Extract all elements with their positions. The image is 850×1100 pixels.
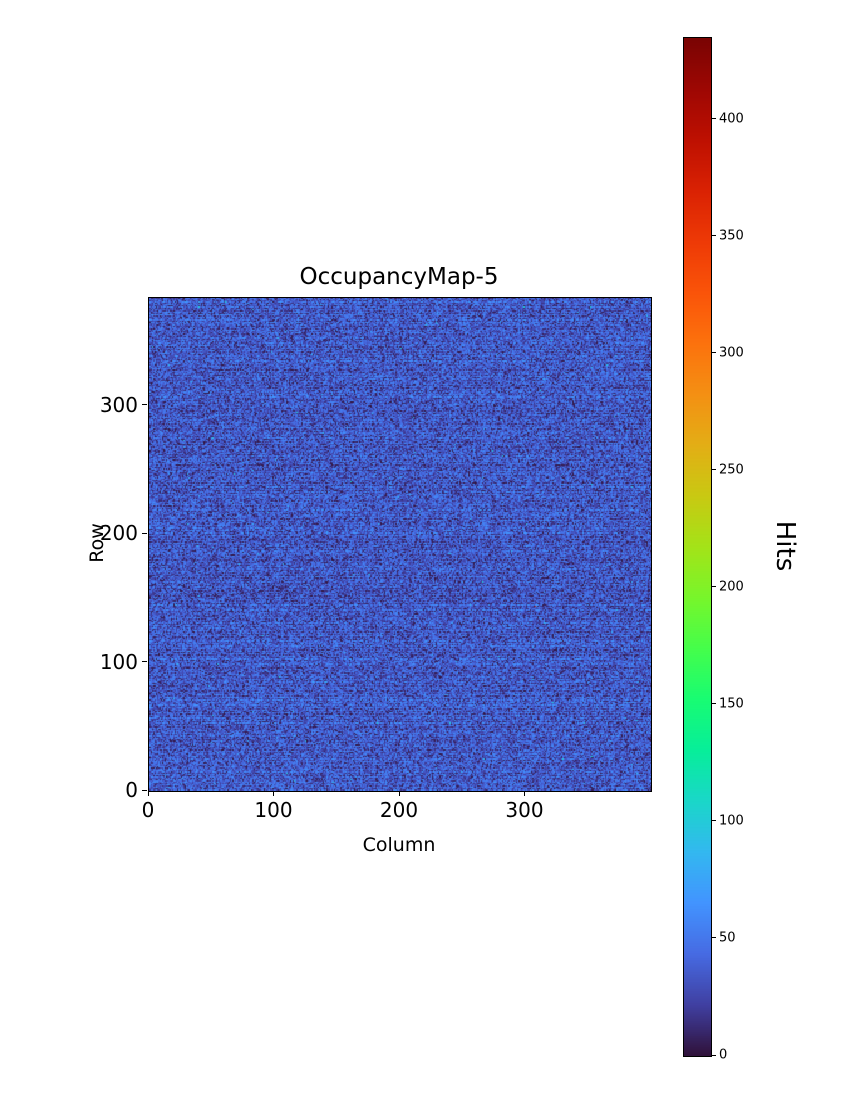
colorbar-tick-mark	[712, 469, 716, 471]
x-tick-mark	[273, 791, 274, 796]
x-tick-mark	[398, 791, 400, 796]
x-tick-label: 0	[141, 798, 155, 822]
y-tick-mark	[142, 404, 147, 406]
colorbar-tick-mark	[712, 586, 716, 588]
heatmap-canvas	[149, 298, 651, 791]
colorbar-tick-label: 350	[719, 228, 744, 244]
heatmap-plot	[148, 297, 652, 792]
colorbar-tick-mark	[712, 352, 716, 354]
x-tick-mark	[147, 791, 149, 796]
colorbar-tick-label: 50	[719, 930, 736, 946]
y-tick-label: 0	[125, 778, 138, 802]
x-tick-mark	[524, 791, 525, 796]
colorbar-tick-label: 100	[719, 813, 744, 829]
chart-title: OccupancyMap-5	[299, 264, 499, 290]
colorbar-tick-label: 150	[719, 696, 744, 712]
y-tick-mark	[142, 532, 147, 534]
x-tick-label: 200	[379, 798, 419, 822]
y-tick-label: 300	[99, 392, 138, 417]
y-axis-label: Row	[86, 523, 108, 563]
y-tick-label: 200	[99, 521, 138, 546]
colorbar-tick-label: 300	[719, 345, 744, 361]
colorbar	[683, 37, 712, 1057]
colorbar-tick-mark	[712, 1054, 716, 1056]
colorbar-tick-mark	[712, 235, 716, 237]
y-tick-mark	[142, 789, 147, 791]
colorbar-tick-label: 0	[719, 1047, 728, 1063]
colorbar-label: Hits	[770, 520, 800, 572]
colorbar-canvas	[684, 38, 711, 1056]
x-axis-label: Column	[362, 834, 436, 856]
colorbar-tick-label: 400	[719, 111, 744, 127]
colorbar-tick-label: 200	[719, 579, 744, 595]
colorbar-tick-label: 250	[719, 462, 744, 478]
x-tick-label: 300	[505, 798, 544, 822]
colorbar-tick-mark	[712, 820, 716, 822]
y-tick-mark	[142, 661, 147, 663]
x-tick-label: 100	[254, 798, 293, 822]
colorbar-tick-mark	[712, 118, 716, 120]
y-tick-label: 100	[99, 649, 138, 674]
colorbar-tick-mark	[712, 703, 716, 705]
colorbar-tick-mark	[712, 937, 716, 939]
